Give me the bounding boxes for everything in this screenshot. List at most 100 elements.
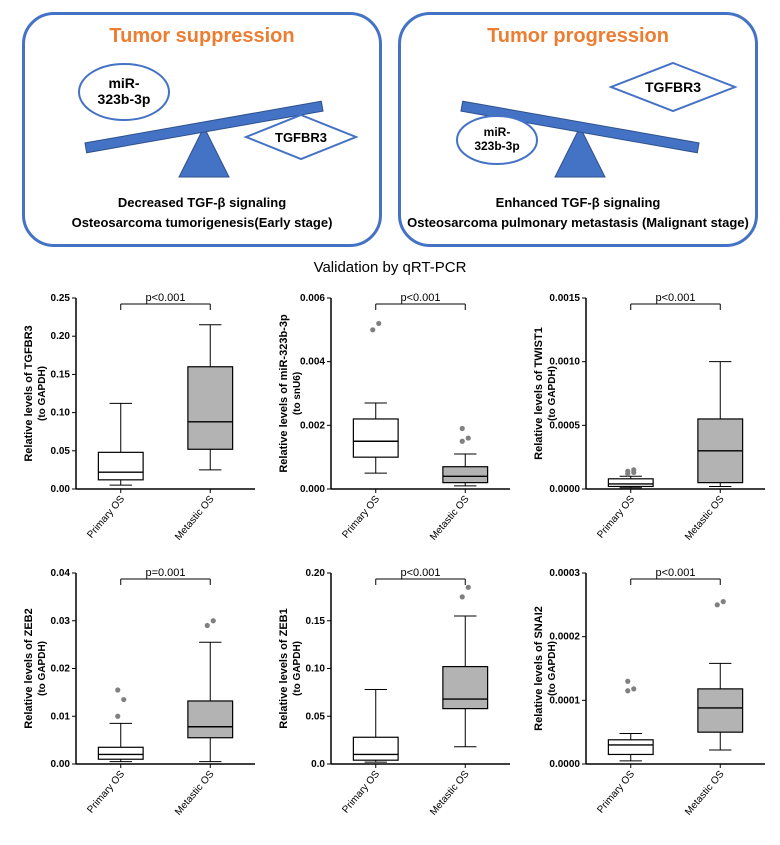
outlier (466, 585, 471, 590)
outlier (460, 594, 465, 599)
ytick-label: 0.0015 (549, 293, 580, 304)
chart-cell: 0.00 0.05 0.10 0.15 0.20 0.25 Relative levels … (18, 284, 263, 549)
model-panels: Tumor suppression miR- 323b-3p TGFBR3 De… (12, 12, 768, 247)
ytick-label: 0.20 (306, 568, 326, 579)
box (608, 740, 653, 755)
xtick-label: Metastic OS (173, 769, 217, 818)
ytick-label: 0.10 (51, 408, 71, 419)
xtick-label: Metastic OS (428, 769, 472, 818)
box (608, 479, 653, 487)
xtick-label: Metastic OS (683, 494, 727, 543)
outlier (460, 426, 465, 431)
panel-tumor-suppression: Tumor suppression miR- 323b-3p TGFBR3 De… (22, 12, 382, 247)
p-value: p<0.001 (655, 567, 695, 579)
ytick-label: 0.00 (51, 759, 71, 770)
boxplot-grid: 0.00 0.05 0.10 0.15 0.20 0.25 Relative levels … (12, 284, 768, 824)
outlier (121, 697, 126, 702)
chart-cell: 0.00000.00010.00020.0003Relative levels … (528, 559, 773, 824)
validation-title: Validation by qRT-PCR (12, 259, 768, 276)
mir-label-r1: miR- (484, 125, 511, 139)
outlier (460, 439, 465, 444)
outlier (631, 686, 636, 691)
p-value: p<0.001 (655, 292, 695, 304)
mir-label-r2: 323b-3p (474, 139, 519, 153)
xtick-label: Primary OS (85, 769, 127, 816)
p-value: p<0.001 (400, 292, 440, 304)
panel-title-left: Tumor suppression (39, 25, 365, 48)
outlier (211, 618, 216, 623)
xtick-label: Metastic OS (173, 494, 217, 543)
outlier (466, 435, 471, 440)
ytick-label: 0.05 (306, 711, 326, 722)
outlier (370, 327, 375, 332)
xtick-label: Metastic OS (683, 769, 727, 818)
yaxis-label-line2: (to GAPDH) (292, 641, 303, 696)
box (353, 737, 398, 760)
ytick-label: 0.0000 (549, 484, 580, 495)
ytick-label: 0.0003 (549, 568, 580, 579)
ytick-label: 0.000 (300, 484, 325, 495)
caption-right-line2: Osteosarcoma pulmonary metastasis (Malig… (401, 213, 755, 233)
xtick-label: Primary OS (340, 769, 382, 816)
chart-cell: 0.00.050.100.150.20Relative levels of ZE… (273, 559, 518, 824)
yaxis-label-line2: (to GAPDH) (37, 366, 48, 421)
ytick-label: 0.20 (51, 331, 71, 342)
ytick-label: 0.04 (51, 568, 71, 579)
ytick-label: 0.0 (311, 759, 325, 770)
yaxis-label-line1: Relative levels of SNAI2 (533, 606, 545, 731)
p-value: p<0.001 (145, 292, 185, 304)
xtick-label: Metastic OS (428, 494, 472, 543)
boxplot: 0.00 0.05 0.10 0.15 0.20 0.25 Relative levels … (18, 284, 263, 549)
ytick-label: 0.15 (51, 369, 71, 380)
ytick-label: 0.05 (51, 446, 71, 457)
yaxis-label-line1: Relative levels of ZEB2 (23, 608, 35, 728)
boxplot: 0.0000.0020.0040.006Relative levels of m… (273, 284, 518, 549)
yaxis-label-line2: (to GAPDH) (547, 366, 558, 421)
ytick-label: 0.002 (300, 420, 325, 431)
box (188, 367, 233, 450)
ytick-label: 0.01 (51, 711, 71, 722)
outlier (115, 714, 120, 719)
p-value: p<0.001 (400, 567, 440, 579)
ytick-label: 0.25 (51, 293, 71, 304)
ytick-label: 0.03 (51, 616, 71, 627)
panel-tumor-progression: Tumor progression miR- 323b-3p TGFBR3 En… (398, 12, 758, 247)
yaxis-label-line2: (to GAPDH) (37, 641, 48, 696)
chart-cell: 0.00 0.01 0.02 0.03 0.04 Relative levels of Z… (18, 559, 263, 824)
xtick-label: Primary OS (340, 494, 382, 541)
yaxis-label-line2: (to GAPDH) (547, 641, 558, 696)
chart-cell: 0.00000.00050.00100.0015Relative levels … (528, 284, 773, 549)
outlier (376, 321, 381, 326)
boxplot: 0.00000.00010.00020.0003Relative levels … (528, 559, 773, 824)
box (98, 747, 143, 759)
box (353, 419, 398, 457)
outlier (625, 679, 630, 684)
ytick-label: 0.006 (300, 293, 325, 304)
xtick-label: Primary OS (595, 494, 637, 541)
p-value: p=0.001 (145, 567, 185, 579)
box (188, 701, 233, 738)
ytick-label: 0.10 (306, 664, 326, 675)
yaxis-label-line1: Relative levels of ZEB1 (278, 608, 290, 728)
ytick-label: 0.004 (300, 357, 325, 368)
box (443, 467, 488, 483)
caption-left-line1: Decreased TGF-β signaling (25, 193, 379, 213)
outlier (631, 467, 636, 472)
boxplot: 0.00.050.100.150.20Relative levels of ZE… (273, 559, 518, 824)
box (98, 452, 143, 480)
xtick-label: Primary OS (595, 769, 637, 816)
mir-label-l2: 323b-3p (98, 91, 151, 107)
caption-left-line2: Osteosarcoma tumorigenesis(Early stage) (25, 213, 379, 233)
box (698, 689, 743, 732)
box (443, 667, 488, 709)
tgfbr3-label-left: TGFBR3 (275, 130, 327, 145)
outlier (115, 687, 120, 692)
ytick-label: 0.00 (51, 484, 71, 495)
seesaw-right: miR- 323b-3p TGFBR3 (415, 52, 745, 182)
xtick-label: Primary OS (85, 494, 127, 541)
ytick-label: 0.02 (51, 664, 71, 675)
yaxis-label-line1: Relative levels of TGFBR3 (23, 325, 35, 461)
outlier (625, 469, 630, 474)
mir-label-l1: miR- (108, 75, 139, 91)
outlier (205, 623, 210, 628)
